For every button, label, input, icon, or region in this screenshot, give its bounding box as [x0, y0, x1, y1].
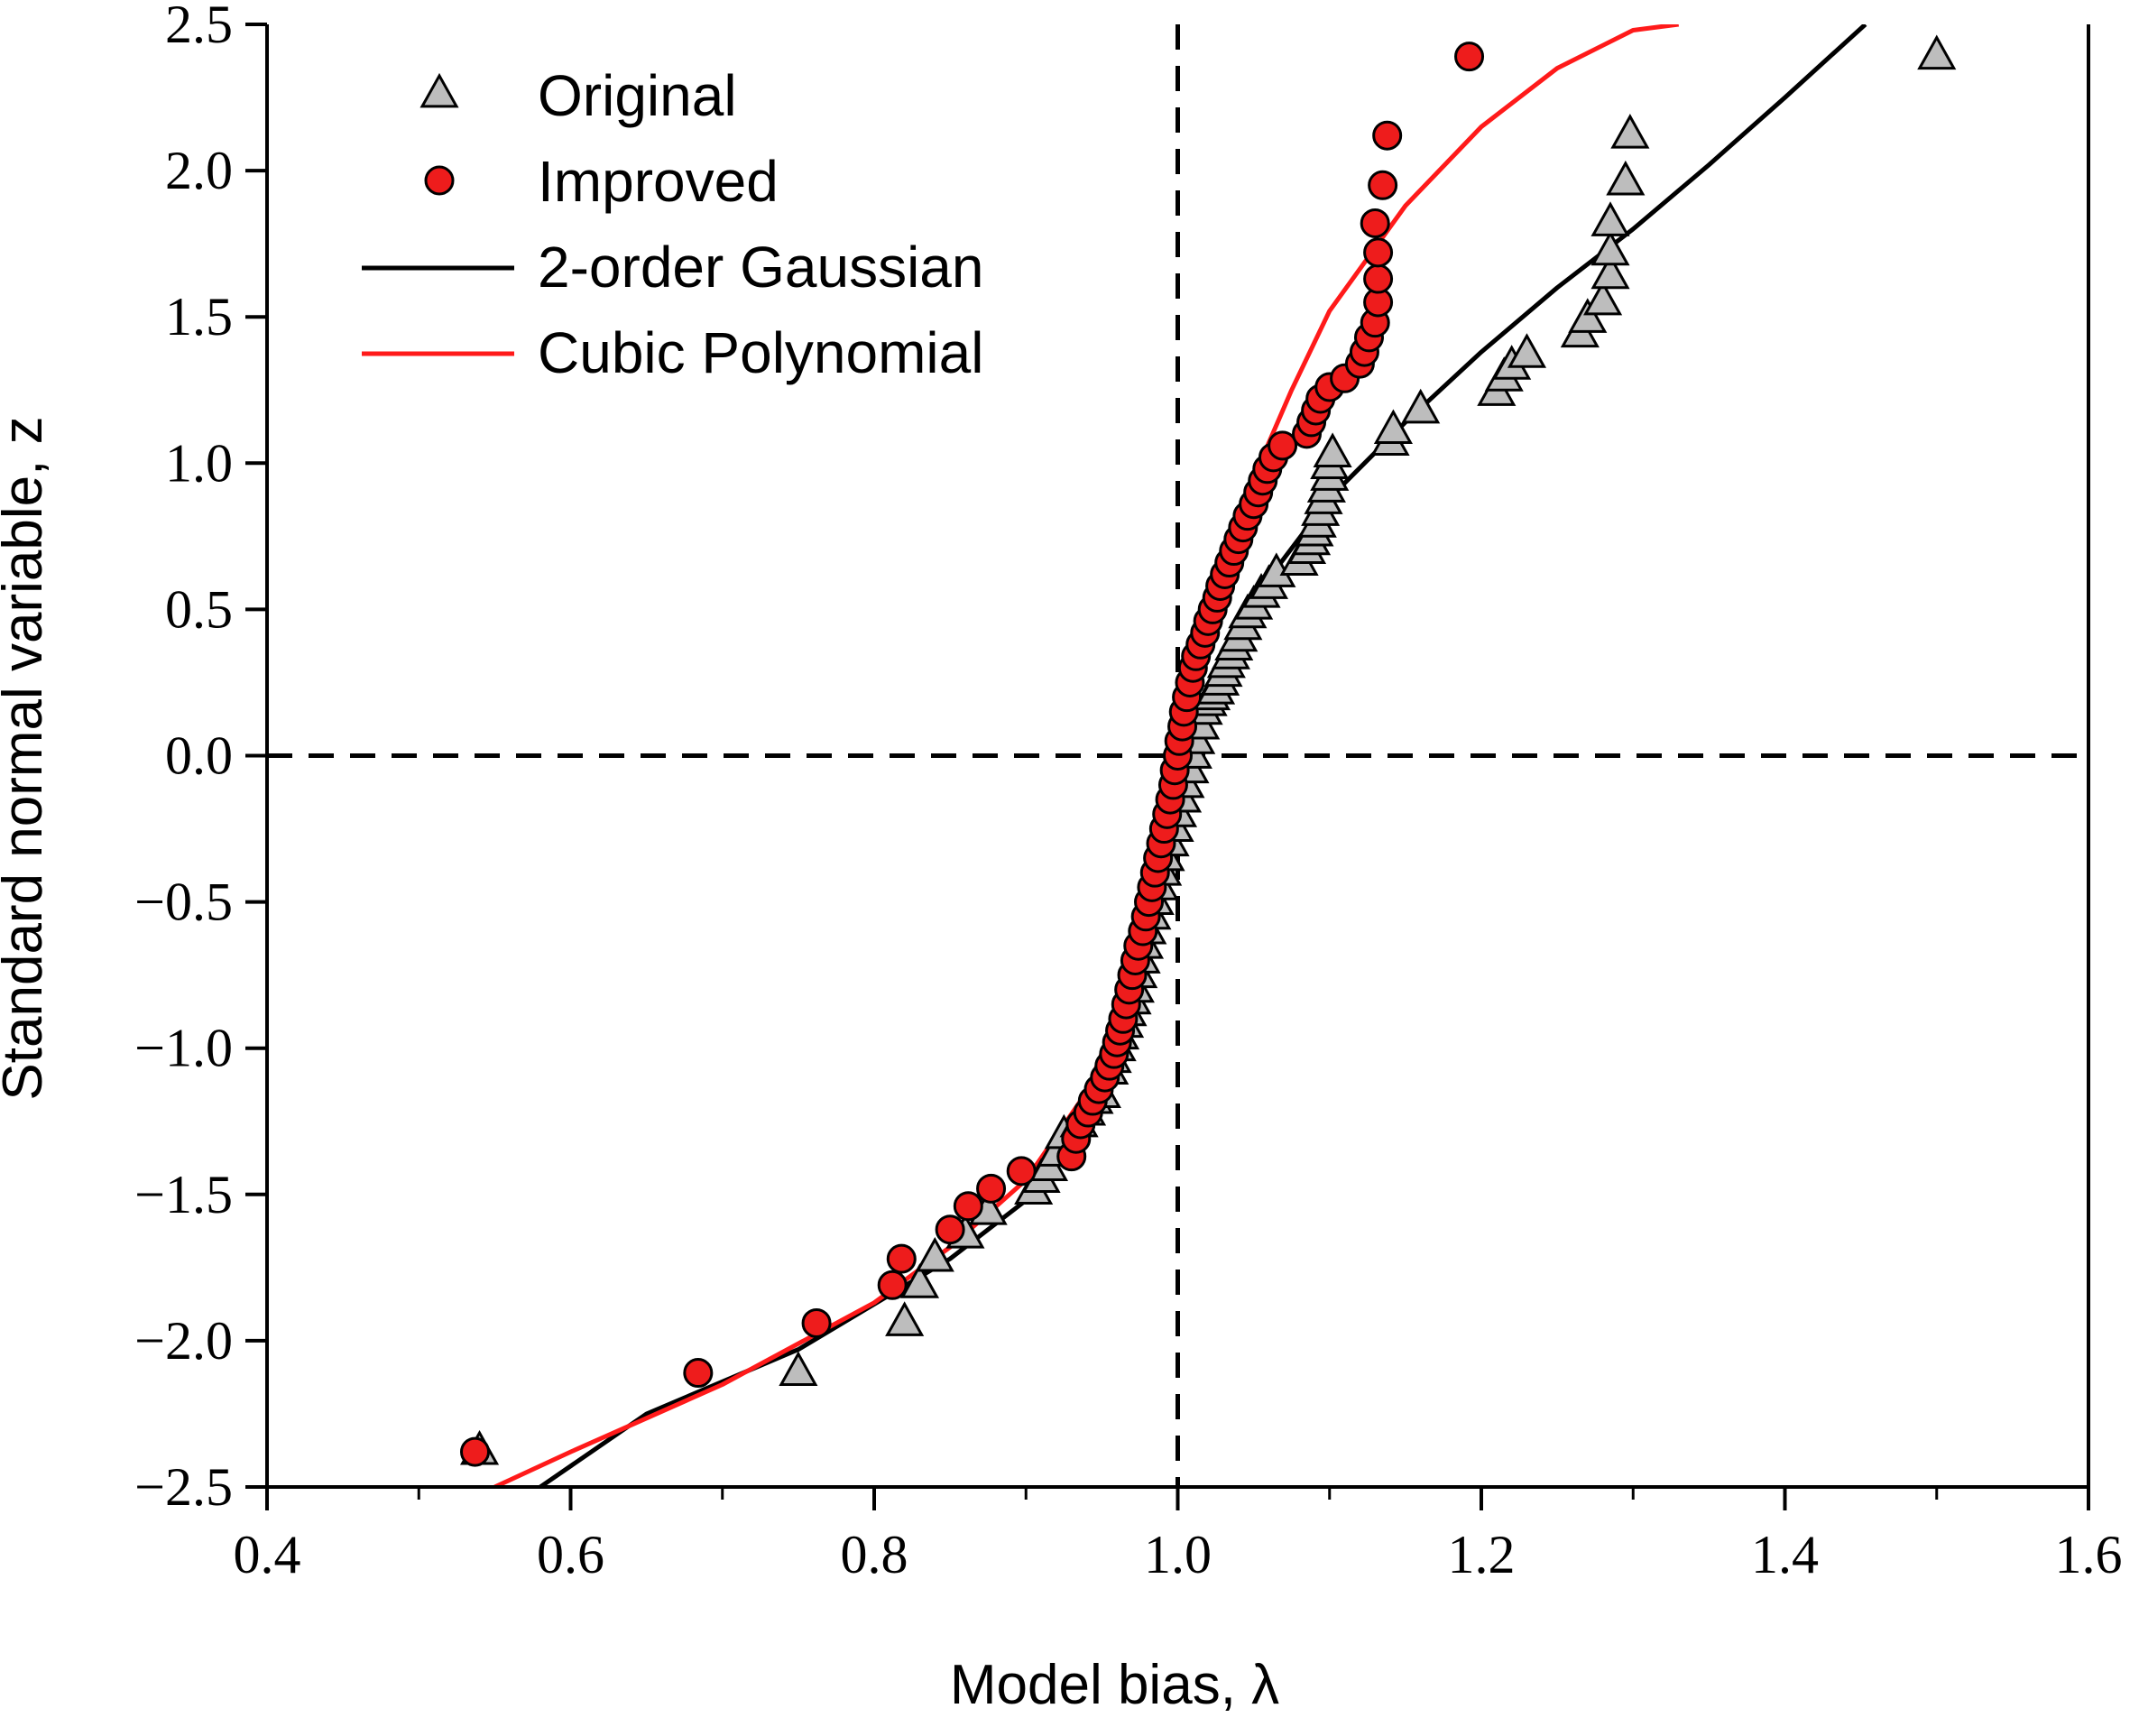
legend-improved-swatch	[424, 165, 455, 196]
original-point	[1401, 388, 1441, 424]
y-tick-label: 0.0	[165, 726, 233, 786]
improved-point	[683, 1358, 714, 1389]
original-point	[1590, 254, 1630, 290]
original-point	[915, 1236, 954, 1272]
original-point	[1507, 333, 1547, 368]
original-point	[1568, 298, 1608, 333]
improved-point	[801, 1307, 832, 1338]
reference-lines	[267, 24, 2088, 1487]
improved-point	[976, 1173, 1007, 1204]
improved-point	[1368, 170, 1398, 200]
x-tick-label: 1.0	[1144, 1525, 1212, 1584]
y-axis-title: Standard normal variable, z	[0, 416, 54, 1100]
legend-improved-label: Improved	[538, 149, 779, 214]
original-point	[1610, 114, 1650, 149]
legend-2-order-gaussian-label: 2-order Gaussian	[538, 235, 983, 300]
data-points	[459, 34, 1957, 1467]
improved-point	[886, 1243, 917, 1274]
y-tick-label: 2.5	[165, 0, 233, 54]
improved-point	[953, 1191, 983, 1222]
x-tick-label: 1.2	[1448, 1525, 1516, 1584]
improved-point	[1360, 208, 1390, 238]
improved-point	[935, 1214, 965, 1245]
original-point	[1606, 160, 1646, 196]
improved-point	[1268, 430, 1298, 461]
x-tick-label: 1.6	[2055, 1525, 2123, 1584]
improved-point	[877, 1270, 908, 1300]
x-tick-label: 0.8	[841, 1525, 908, 1584]
improved-point	[1363, 263, 1394, 294]
x-tick-label: 0.6	[537, 1525, 604, 1584]
legend-original-swatch	[420, 72, 459, 108]
y-tick-label: 0.5	[165, 579, 233, 639]
x-tick-label: 1.4	[1751, 1525, 1819, 1584]
original-point	[885, 1301, 925, 1336]
improved-point	[460, 1436, 491, 1467]
improved-point	[1363, 237, 1394, 268]
legend: Original Improved 2-order Gaussian Cubic Po…	[362, 63, 983, 385]
y-tick-label: −2.0	[134, 1311, 233, 1371]
original-point	[1590, 230, 1630, 266]
y-tick-label: 1.5	[165, 287, 233, 346]
y-tick-label: 1.0	[165, 433, 233, 493]
y-tick-label: −0.5	[134, 873, 233, 932]
original-point	[1313, 432, 1352, 467]
original-point	[1917, 34, 1957, 70]
legend-original-label: Original	[538, 63, 737, 128]
original-point	[1590, 201, 1630, 236]
improved-point	[1372, 120, 1403, 151]
original-point	[779, 1351, 818, 1386]
y-tick-label: −1.5	[134, 1165, 233, 1224]
y-tick-label: −1.0	[134, 1019, 233, 1078]
x-tick-label: 0.4	[234, 1525, 301, 1584]
original-point	[899, 1263, 940, 1298]
legend-cubic-polynomial-label: Cubic Polynomial	[538, 320, 983, 385]
x-axis-title: Model bias, λ	[950, 1654, 1279, 1716]
improved-point	[1006, 1156, 1037, 1187]
improved-point	[1454, 42, 1485, 72]
original-point	[1373, 409, 1413, 445]
original-point	[1583, 280, 1623, 316]
y-tick-label: −2.5	[134, 1457, 233, 1517]
y-tick-label: 2.0	[165, 141, 233, 200]
